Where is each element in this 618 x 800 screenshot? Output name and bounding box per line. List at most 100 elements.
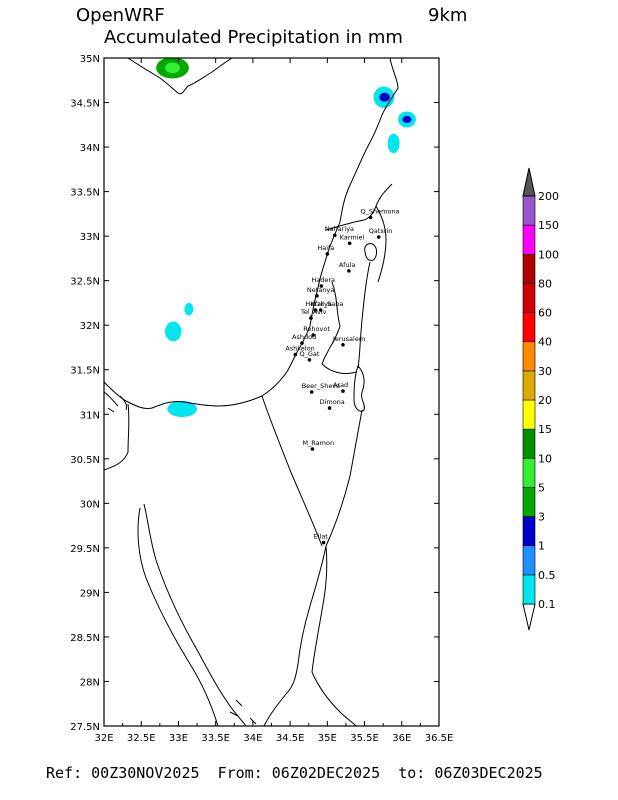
from-label: From: (217, 764, 263, 782)
city-marker (309, 390, 314, 394)
city-marker (327, 406, 332, 410)
colorbar-label: 0.1 (538, 598, 556, 611)
city-label: Kfar_Saba (311, 300, 344, 308)
precip-cell-3 (379, 92, 390, 102)
lat-tick-label: 33.5N (70, 188, 100, 199)
arava-border (325, 409, 363, 547)
city-label: Afula (339, 261, 355, 269)
gulf-of-aqaba-west (263, 545, 327, 726)
to-label: to: (398, 764, 426, 782)
city-label: Haifa (317, 244, 334, 252)
colorbar-label: 0.5 (538, 569, 556, 582)
map-axes: 32E 32.5E 33E 33.5E 34E 34.5E 35E 35.5E 36E 36.5E… (70, 54, 453, 744)
city-marker (311, 333, 315, 337)
lebanon-border (325, 183, 393, 231)
colorbar-over-triangle (522, 167, 536, 197)
lon-tick-label: 32.5E (127, 733, 156, 744)
city-label: Herzliya (305, 300, 331, 308)
lat-tick-label: 34N (80, 143, 100, 154)
colorbar-label: 3 (538, 511, 545, 524)
city-marker (310, 447, 315, 451)
sinai-border (261, 395, 323, 547)
colorbar-segment (522, 341, 536, 372)
colorbar-label: 10 (538, 452, 552, 465)
to-time: 06Z03DEC2025 (434, 764, 543, 782)
model-name: OpenWRF (76, 5, 165, 26)
ref-time: 00Z30NOV2025 (91, 764, 200, 782)
city-label: Q_Gat (299, 350, 319, 358)
cyprus-coast (127, 58, 233, 95)
lat-tick-label: 33N (80, 232, 100, 243)
delta-coastline (104, 391, 127, 413)
colorbar-label: 30 (538, 365, 552, 378)
lat-tick-label: 32N (80, 321, 100, 332)
lat-tick-label: 28.5N (70, 633, 100, 644)
lat-tick-label: 31.5N (70, 366, 100, 377)
ref-label: Ref: (46, 764, 83, 782)
map-background (104, 58, 439, 726)
colorbar-label: 5 (538, 481, 545, 494)
city-marker (307, 358, 312, 362)
lat-tick-label: 31N (80, 410, 100, 421)
city-marker (309, 316, 313, 320)
city-label: Ashkelon (285, 345, 314, 353)
colorbar-segment (522, 312, 536, 343)
colorbar-label: 20 (538, 394, 552, 407)
city-label: Jerusalem (332, 335, 365, 343)
colorbar-segment (522, 428, 536, 459)
colorbar-label: 150 (538, 219, 559, 232)
city-marker (341, 342, 345, 347)
colorbar-label: 40 (538, 336, 552, 349)
colorbar-label: 60 (538, 307, 552, 320)
colorbar-label: 100 (538, 248, 559, 261)
colorbar-segment (522, 574, 536, 605)
colorbar-label: 200 (538, 190, 559, 203)
city-label: Rehovot (303, 325, 330, 333)
resolution-label: 9km (428, 5, 468, 26)
city-marker (319, 284, 324, 288)
city-marker (321, 540, 326, 545)
colorbar-label: 80 (538, 277, 552, 290)
dead-sea (353, 365, 365, 412)
city-label: Karmiel (340, 233, 365, 241)
lon-tick-label: 35E (318, 733, 337, 744)
precip-cell-6 (387, 133, 400, 154)
west-bank-border (321, 281, 357, 375)
city-label: Dimona (320, 398, 345, 406)
colorbar-label: 15 (538, 423, 552, 436)
lon-tick-label: 33E (169, 733, 188, 744)
egypt-coastline (104, 381, 263, 409)
jordan-river (357, 261, 371, 369)
city-label: Beer_Sheva (302, 382, 340, 390)
lat-tick-label: 30.5N (70, 455, 100, 466)
city-label: Eilat (314, 533, 329, 541)
city-marker (347, 269, 351, 273)
lon-tick-label: 32E (94, 733, 113, 744)
city-marker (376, 235, 381, 239)
city-marker (313, 308, 318, 312)
lat-tick-label: 28N (80, 677, 100, 688)
precip-cell-9 (167, 400, 198, 417)
city-label: Arad (333, 381, 348, 389)
suez-line (104, 403, 130, 471)
footer-time-info: Ref: 00Z30NOV2025 From: 06Z02DEC2025 to:… (46, 764, 543, 782)
lon-tick-label: 33.5E (201, 733, 230, 744)
gulf-of-suez-west (137, 507, 219, 726)
lon-tick-label: 36E (392, 733, 411, 744)
city-label: Netanya (307, 286, 334, 294)
colorbar-segment (522, 195, 536, 226)
colorbar-segment (522, 487, 536, 517)
city-marker (347, 241, 352, 246)
lon-tick-label: 36.5E (425, 733, 454, 744)
from-time: 06Z02DEC2025 (271, 764, 381, 782)
colorbar-segment (522, 283, 536, 313)
colorbar: 0.1 0.5 1 3 5 10 15 20 30 40 60 80 100 150 200 (522, 167, 559, 631)
colorbar-segment (522, 370, 536, 401)
colorbar-segment (522, 545, 536, 576)
precip-cell-7 (184, 302, 194, 316)
golan-border (375, 205, 387, 283)
precip-cell-8 (165, 321, 182, 342)
lat-tick-label: 32.5N (70, 277, 100, 288)
city-label: Tel_Aviv (300, 308, 327, 316)
